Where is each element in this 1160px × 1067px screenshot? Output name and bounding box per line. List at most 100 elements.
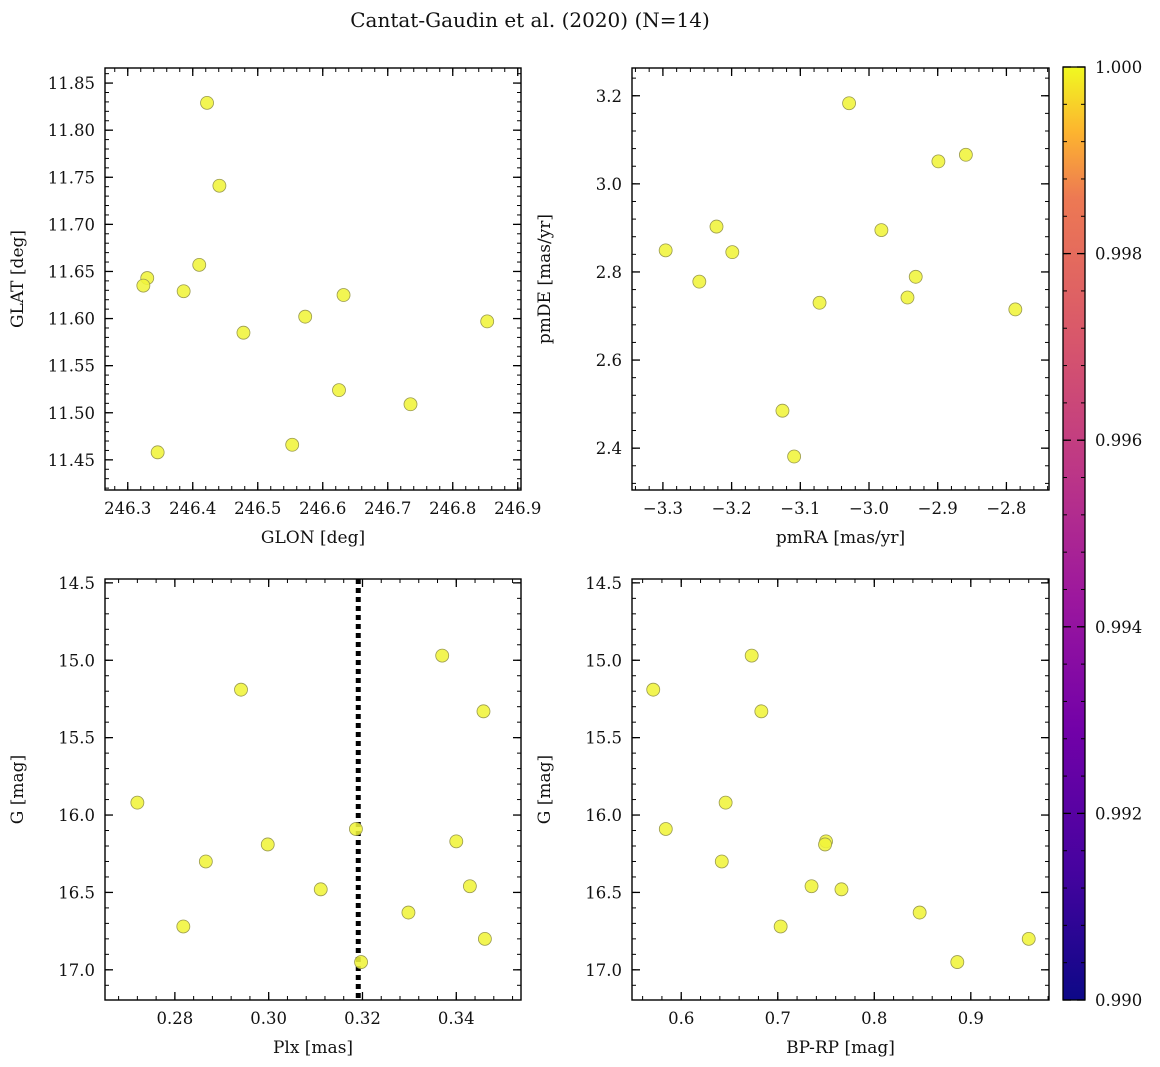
data-point — [787, 449, 802, 464]
panel-bprp-g: 0.6 0.7 0.8 0.9 14.5 15.0 15.5 16.0 16.5 17.0 BP-R… — [535, 574, 1050, 1058]
x-tick-label: 0.28 — [157, 1009, 194, 1028]
y-axis-label: G [mag] — [8, 755, 28, 824]
data-point — [958, 147, 973, 162]
x-tick-label: 246.5 — [234, 499, 281, 518]
axes-frame — [631, 67, 1050, 491]
y-tick-label: 2.8 — [596, 263, 622, 282]
data-point — [709, 219, 724, 234]
figure-title: Cantat-Gaudin et al. (2020) (N=14) — [350, 8, 710, 32]
x-tick-label: 246.8 — [429, 499, 476, 518]
data-point — [176, 284, 191, 299]
data-point — [931, 154, 946, 169]
y-tick-label: 14.5 — [58, 574, 95, 593]
y-tick-label: 17.0 — [58, 961, 95, 980]
y-tick-label: 11.45 — [48, 451, 95, 470]
data-point — [773, 919, 788, 934]
y-axis-label: G [mag] — [535, 755, 555, 824]
x-tick-label: 0.7 — [765, 1009, 791, 1028]
x-axis-label: pmRA [mas/yr] — [776, 528, 905, 548]
data-point — [1008, 302, 1023, 317]
x-tick-label: −3.3 — [643, 499, 683, 518]
panel-glon-glat: 246.3 246.4 246.5 246.6 246.7 246.8 246.9 11.45… — [8, 67, 541, 548]
data-point — [435, 648, 450, 663]
data-point — [336, 288, 351, 302]
data-point — [874, 223, 889, 238]
data-point — [834, 882, 849, 897]
y-tick-label: 16.5 — [585, 883, 622, 902]
data-point — [260, 837, 275, 852]
axes-frame — [104, 67, 522, 491]
x-axis-label: Plx [mas] — [273, 1038, 353, 1058]
colorbar-tick-label: 0.998 — [1095, 245, 1142, 264]
y-tick-label: 15.5 — [585, 729, 622, 748]
data-point — [401, 905, 416, 920]
colorbar-tick-label: 0.992 — [1095, 804, 1142, 823]
data-point — [198, 854, 213, 869]
y-tick-label: 3.0 — [596, 175, 622, 194]
data-point — [950, 955, 965, 969]
data-point — [354, 955, 368, 969]
x-tick-label: 0.34 — [438, 1009, 475, 1028]
colorbar-tick-label: 0.994 — [1095, 618, 1142, 637]
x-tick-label: −3.0 — [849, 499, 889, 518]
data-point — [192, 257, 207, 272]
y-tick-label: 2.6 — [596, 351, 622, 370]
data-point — [754, 704, 769, 719]
data-point — [236, 325, 251, 340]
data-point — [476, 704, 491, 719]
y-tick-label: 15.0 — [585, 651, 622, 670]
data-point — [150, 445, 165, 460]
x-tick-label: −2.9 — [918, 499, 958, 518]
data-point — [714, 854, 729, 869]
x-tick-label: 0.8 — [861, 1009, 887, 1028]
x-tick-label: 246.7 — [364, 499, 411, 518]
data-point — [804, 879, 819, 894]
data-point — [725, 245, 740, 260]
data-point — [1021, 931, 1036, 946]
y-tick-label: 17.0 — [585, 961, 622, 980]
data-point — [332, 383, 346, 398]
data-point — [912, 905, 927, 920]
x-tick-label: 0.32 — [344, 1009, 381, 1028]
data-point — [313, 882, 328, 897]
data-point — [900, 290, 915, 305]
colorbar: 0.990 0.992 0.994 0.996 0.998 1.000 — [1062, 58, 1142, 1010]
y-axis-label: pmDE [mas/yr] — [535, 214, 555, 344]
y-tick-label: 11.65 — [48, 262, 95, 281]
colorbar-tick-label: 0.990 — [1095, 991, 1142, 1010]
x-tick-label: −2.8 — [986, 499, 1026, 518]
x-tick-label: 246.4 — [169, 499, 216, 518]
panel-pmra-pmde: −3.3 −3.2 −3.1 −3.0 −2.9 −2.8 2.4 2.6 2.8 3.0 3.2 p… — [535, 67, 1050, 548]
data-point — [658, 822, 673, 836]
data-point — [349, 822, 363, 836]
y-tick-label: 14.5 — [585, 574, 622, 593]
data-point — [462, 879, 477, 894]
data-point — [234, 682, 248, 697]
x-tick-label: −3.2 — [712, 499, 752, 518]
data-point — [200, 95, 214, 110]
y-tick-label: 11.60 — [48, 310, 95, 329]
x-tick-label: 246.3 — [104, 499, 151, 518]
y-tick-label: 11.85 — [48, 74, 95, 93]
data-point — [480, 314, 495, 329]
y-tick-label: 11.80 — [48, 121, 95, 140]
x-tick-label: −3.1 — [780, 499, 820, 518]
data-point — [658, 243, 673, 258]
y-tick-label: 3.2 — [596, 87, 622, 106]
data-point — [908, 269, 923, 284]
x-tick-label: 0.30 — [250, 1009, 287, 1028]
data-point — [812, 295, 827, 310]
data-point — [744, 648, 759, 663]
panel-plx-g: 0.28 0.30 0.32 0.34 14.5 15.0 15.5 16.0 16.5 17.0… — [8, 574, 522, 1058]
colorbar-tick-label: 0.996 — [1095, 431, 1142, 450]
data-point — [212, 178, 227, 193]
y-tick-label: 16.0 — [58, 806, 95, 825]
data-point — [130, 795, 145, 810]
y-tick-label: 16.0 — [585, 806, 622, 825]
data-point — [818, 837, 832, 852]
y-tick-label: 11.55 — [48, 357, 95, 376]
colorbar-ticks: 0.990 0.992 0.994 0.996 0.998 1.000 — [1063, 58, 1142, 1010]
x-tick-label: 0.9 — [958, 1009, 984, 1028]
x-tick-label: 0.6 — [668, 1009, 694, 1028]
data-point — [136, 278, 151, 293]
